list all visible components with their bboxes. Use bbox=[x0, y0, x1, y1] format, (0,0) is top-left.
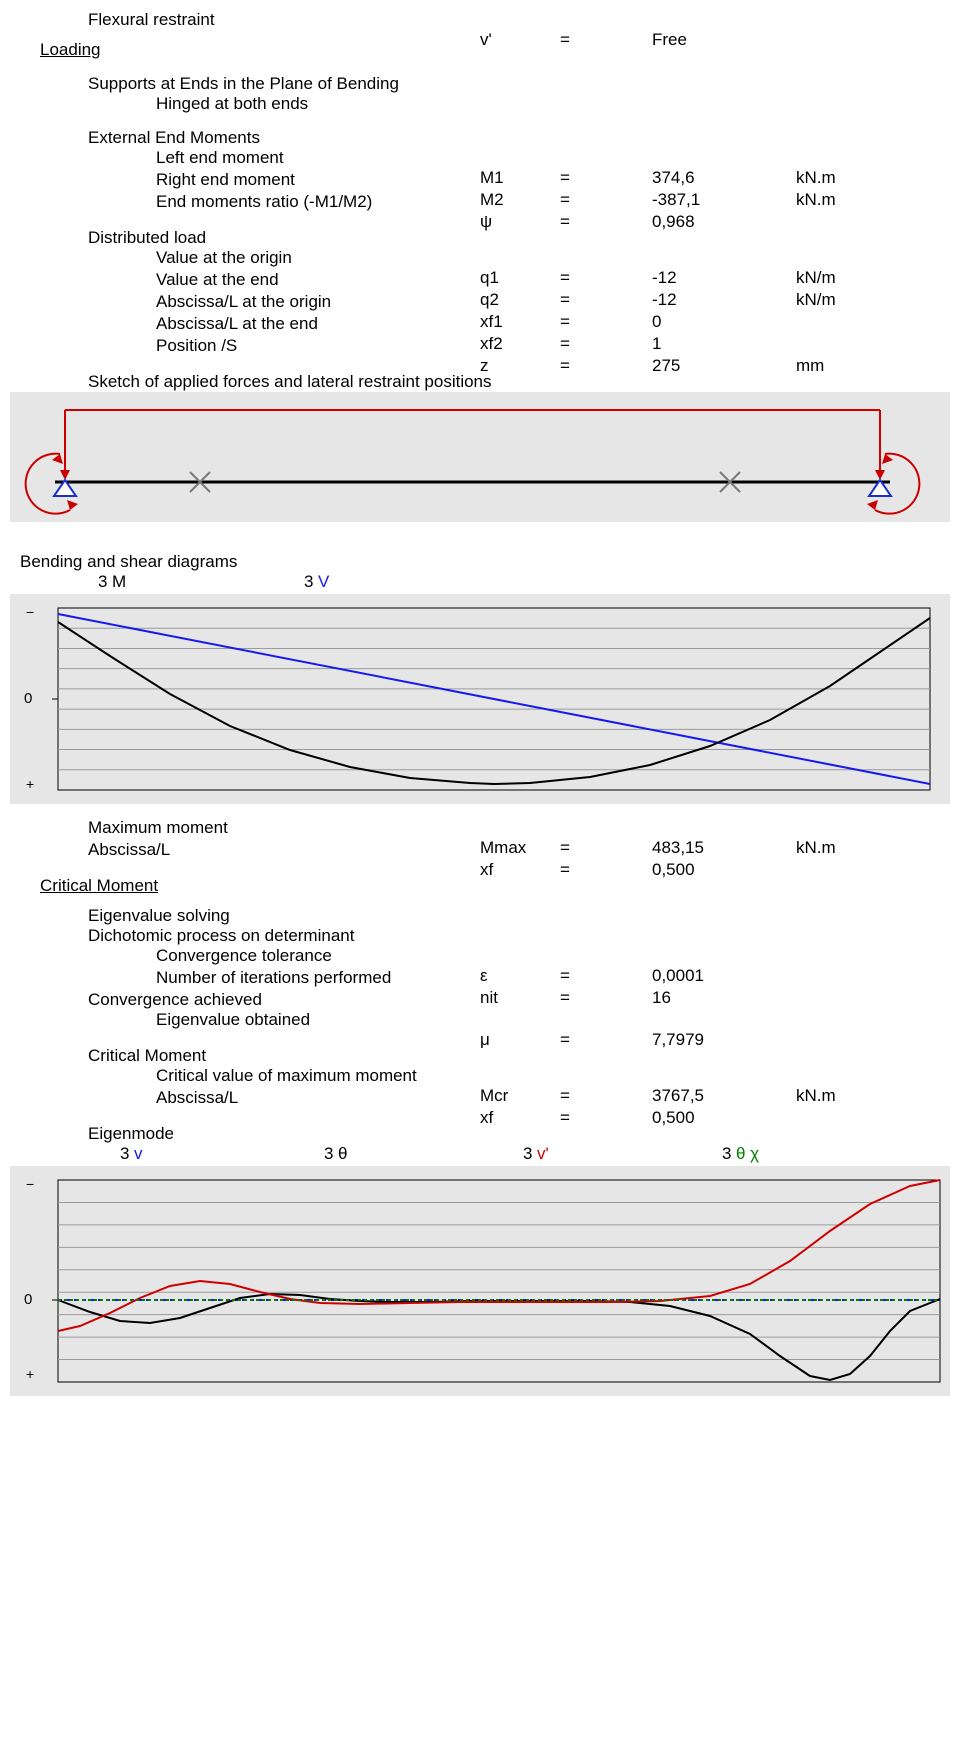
posz-unit: mm bbox=[796, 356, 876, 376]
ext-moments-title: External End Moments bbox=[20, 128, 940, 148]
ratio-sym: ψ bbox=[480, 212, 540, 232]
xf-m-eq: = bbox=[560, 860, 590, 880]
supports-title: Supports at Ends in the Plane of Bending bbox=[20, 74, 940, 94]
ratio-eq: = bbox=[560, 212, 590, 232]
legend-evp-mult: 3 bbox=[523, 1144, 532, 1164]
q2-label: Value at the end bbox=[20, 270, 940, 290]
bending-minus: − bbox=[26, 604, 34, 620]
xf-c-sym: xf bbox=[480, 1108, 540, 1128]
nit-val: 16 bbox=[652, 988, 762, 1008]
legend-evp: v' bbox=[537, 1144, 549, 1164]
ratio-val: 0,968 bbox=[652, 212, 762, 232]
flexural-sym: v' bbox=[480, 30, 540, 50]
mcr-label: Critical value of maximum moment bbox=[20, 1066, 940, 1086]
eigen-minus: − bbox=[26, 1176, 34, 1192]
mu-eq: = bbox=[560, 1030, 590, 1050]
legend-v: V bbox=[318, 572, 329, 592]
right-moment-label: Right end moment bbox=[20, 170, 940, 190]
mu-label: Eigenvalue obtained bbox=[20, 1010, 940, 1030]
xf1-label: Abscissa/L at the origin bbox=[20, 292, 940, 312]
flexural-val: Free bbox=[652, 30, 762, 50]
nit-label: Number of iterations performed bbox=[20, 968, 940, 988]
xf-m-val: 0,500 bbox=[652, 860, 762, 880]
bending-title: Bending and shear diagrams bbox=[20, 552, 940, 572]
legend-v-mult: 3 bbox=[304, 572, 313, 592]
posz-label: Position /S bbox=[20, 336, 940, 356]
xf-m-label: Abscissa/L bbox=[20, 840, 940, 860]
legend-eth-mult: 3 bbox=[324, 1144, 333, 1164]
flexural-eq: = bbox=[560, 30, 590, 50]
mu-val: 7,7979 bbox=[652, 1030, 762, 1050]
left-moment-label: Left end moment bbox=[20, 148, 940, 168]
posz-sym: z bbox=[480, 356, 540, 376]
legend-ethx-mult: 3 bbox=[722, 1144, 731, 1164]
legend-ev-mult: 3 bbox=[120, 1144, 129, 1164]
legend-ethx: θ χ bbox=[736, 1144, 759, 1164]
bending-plus: + bbox=[26, 776, 34, 792]
legend-eth: θ bbox=[338, 1144, 347, 1164]
nit-sym: nit bbox=[480, 988, 540, 1008]
bending-zero: 0 bbox=[24, 690, 32, 707]
eigen-title: Eigenvalue solving bbox=[20, 906, 940, 926]
tol-label: Convergence tolerance bbox=[20, 946, 940, 966]
posz-eq: = bbox=[560, 356, 590, 376]
flexural-label: Flexural restraint bbox=[20, 10, 940, 30]
posz-val: 275 bbox=[652, 356, 762, 376]
sketch-diagram bbox=[10, 392, 950, 522]
legend-ev: v bbox=[134, 1144, 143, 1164]
legend-m-mult: 3 bbox=[98, 572, 107, 592]
xf-c-val: 0,500 bbox=[652, 1108, 762, 1128]
xf-c-eq: = bbox=[560, 1108, 590, 1128]
mmax-label: Maximum moment bbox=[20, 818, 940, 838]
dichotomic: Dichotomic process on determinant bbox=[20, 926, 940, 946]
nit-eq: = bbox=[560, 988, 590, 1008]
mu-sym: μ bbox=[480, 1030, 540, 1050]
eigen-plus: + bbox=[26, 1366, 34, 1382]
xf-m-sym: xf bbox=[480, 860, 540, 880]
xf2-label: Abscissa/L at the end bbox=[20, 314, 940, 334]
bending-chart bbox=[10, 594, 950, 804]
eigenmode-chart bbox=[10, 1166, 950, 1396]
ratio-label: End moments ratio (-M1/M2) bbox=[20, 192, 940, 212]
legend-m: M bbox=[112, 572, 126, 592]
xf-c-label: Abscissa/L bbox=[20, 1088, 940, 1108]
q1-label: Value at the origin bbox=[20, 248, 940, 268]
eigen-zero: 0 bbox=[24, 1291, 32, 1308]
supports-desc: Hinged at both ends bbox=[20, 94, 940, 114]
